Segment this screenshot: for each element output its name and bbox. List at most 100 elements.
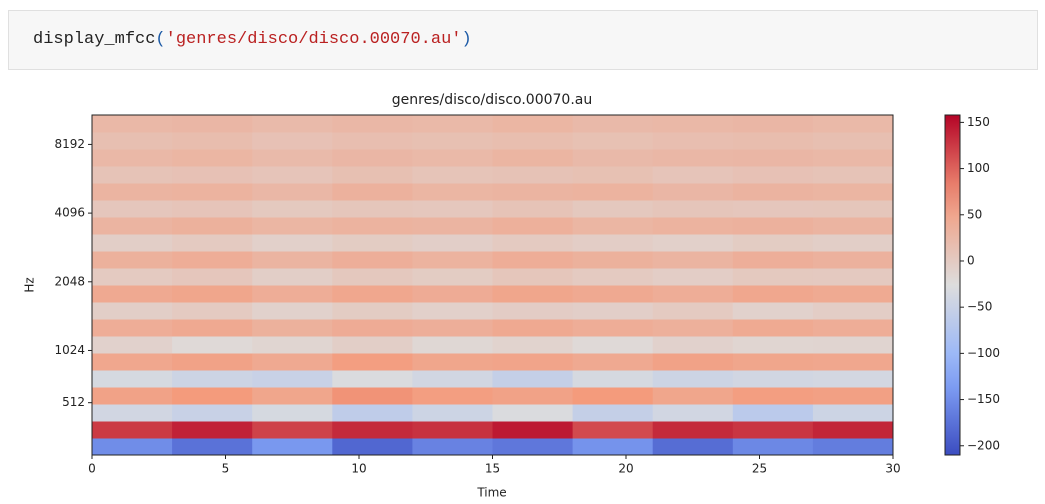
heatmap-cell — [732, 387, 814, 405]
heatmap-cell — [732, 421, 814, 439]
heatmap-cell — [732, 404, 814, 422]
heatmap-cell — [252, 132, 333, 150]
heatmap-cell — [172, 353, 253, 371]
heatmap-cell — [172, 336, 253, 354]
heatmap-cell — [92, 234, 173, 252]
x-tick-label: 5 — [222, 462, 230, 476]
heatmap-cell — [652, 234, 734, 252]
heatmap-cell — [252, 353, 333, 371]
heatmap-cell — [252, 404, 333, 422]
heatmap-cell — [332, 149, 413, 167]
heatmap-cell — [732, 234, 814, 252]
heatmap-cell — [492, 217, 574, 235]
colorbar-tick-label: 150 — [967, 115, 990, 129]
heatmap-cell — [412, 421, 493, 439]
heatmap-cell — [412, 353, 493, 371]
heatmap-cell — [572, 336, 654, 354]
heatmap-cell — [172, 115, 253, 133]
heatmap-cell — [172, 404, 253, 422]
heatmap-cell — [412, 217, 493, 235]
heatmap-cell — [92, 132, 173, 150]
heatmap-cell — [732, 302, 814, 320]
heatmap-cell — [652, 268, 734, 286]
heatmap-cell — [812, 115, 894, 133]
heatmap-cell — [332, 319, 413, 337]
x-tick-label: 30 — [885, 462, 900, 476]
heatmap-cell — [332, 336, 413, 354]
heatmap-cell — [812, 200, 894, 218]
heatmap-cell — [92, 387, 173, 405]
heatmap-cell — [732, 353, 814, 371]
heatmap-cell — [572, 200, 654, 218]
heatmap-cell — [172, 132, 253, 150]
heatmap-cell — [492, 268, 574, 286]
string-arg: 'genres/disco/disco.00070.au' — [165, 30, 462, 49]
heatmap-cell — [252, 149, 333, 167]
heatmap-cell — [812, 302, 894, 320]
heatmap-cell — [732, 132, 814, 150]
heatmap-cell — [492, 166, 574, 184]
heatmap-cell — [572, 166, 654, 184]
heatmap-cell — [492, 370, 574, 388]
heatmap-cell — [652, 370, 734, 388]
heatmap-cell — [172, 234, 253, 252]
heatmap-cell — [572, 387, 654, 405]
heatmap-cell — [572, 404, 654, 422]
heatmap-cell — [332, 353, 413, 371]
heatmap-cell — [332, 234, 413, 252]
heatmap-cell — [652, 132, 734, 150]
heatmap-cell — [172, 166, 253, 184]
heatmap-cell — [92, 183, 173, 201]
heatmap-cell — [92, 302, 173, 320]
heatmap-cell — [492, 200, 574, 218]
heatmap-cell — [252, 438, 333, 456]
heatmap-cell — [252, 319, 333, 337]
heatmap-cell — [652, 200, 734, 218]
heatmap-cell — [252, 421, 333, 439]
heatmap-cell — [652, 285, 734, 303]
heatmap-cell — [812, 421, 894, 439]
heatmap-cell — [572, 183, 654, 201]
heatmap-cell — [332, 302, 413, 320]
code-cell[interactable]: display_mfcc('genres/disco/disco.00070.a… — [8, 10, 1038, 70]
heatmap-cell — [572, 302, 654, 320]
heatmap-cell — [492, 115, 574, 133]
heatmap-cell — [492, 404, 574, 422]
heatmap-cell — [252, 166, 333, 184]
heatmap-cell — [92, 404, 173, 422]
heatmap-cell — [732, 251, 814, 269]
heatmap-cell — [412, 234, 493, 252]
heatmap-cell — [332, 285, 413, 303]
y-tick-label: 4096 — [54, 206, 85, 220]
paren: ( — [155, 30, 166, 49]
heatmap-cell — [572, 132, 654, 150]
heatmap-cell — [652, 404, 734, 422]
heatmap-cell — [812, 285, 894, 303]
heatmap-cell — [172, 319, 253, 337]
heatmap-cell — [492, 132, 574, 150]
x-tick-label: 25 — [752, 462, 767, 476]
heatmap-cell — [332, 404, 413, 422]
heatmap-cell — [252, 251, 333, 269]
y-tick-label: 8192 — [54, 137, 85, 151]
heatmap-cell — [412, 251, 493, 269]
heatmap-cell — [412, 404, 493, 422]
heatmap-cell — [572, 319, 654, 337]
heatmap-cell — [92, 353, 173, 371]
heatmap-cell — [492, 387, 574, 405]
heatmap-cell — [732, 319, 814, 337]
heatmap-cell — [492, 319, 574, 337]
x-tick-label: 0 — [88, 462, 96, 476]
y-axis-label: Hz — [23, 277, 37, 292]
heatmap-cell — [572, 234, 654, 252]
heatmap-cell — [92, 421, 173, 439]
heatmap-cell — [172, 302, 253, 320]
heatmap-cell — [92, 149, 173, 167]
heatmap-cell — [492, 149, 574, 167]
heatmap-cell — [92, 370, 173, 388]
heatmap-cell — [332, 370, 413, 388]
heatmap-cell — [572, 370, 654, 388]
heatmap-cell — [572, 217, 654, 235]
heatmap-cell — [332, 200, 413, 218]
